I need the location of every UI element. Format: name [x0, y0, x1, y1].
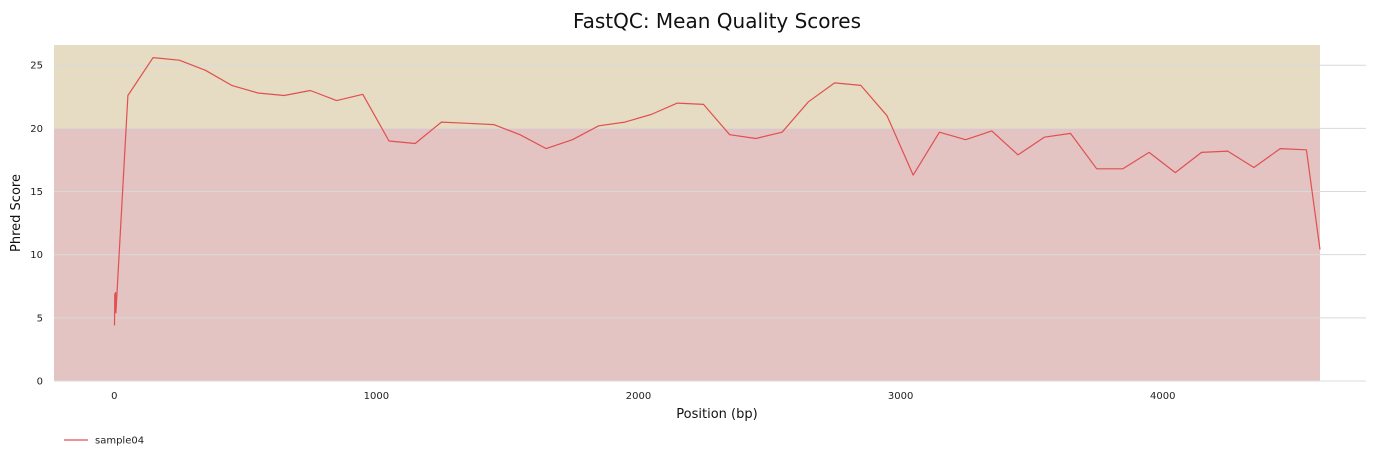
y-axis-label: Phred Score [9, 174, 24, 252]
x-axis-label: Position (bp) [676, 407, 757, 422]
y-tick-label: 15 [30, 187, 43, 198]
x-axis-ticks: 0 1000 2000 3000 4000 [111, 391, 1175, 402]
y-tick-label: 25 [30, 61, 43, 72]
x-tick-label: 2000 [626, 391, 651, 402]
series-line-sample04 [113, 56, 1321, 326]
x-tick-label: 4000 [1150, 391, 1175, 402]
y-tick-label: 10 [30, 250, 43, 261]
y-tick-label: 20 [30, 124, 43, 135]
y-tick-label: 5 [37, 313, 43, 324]
x-tick-label: 3000 [888, 391, 913, 402]
legend-label: sample04 [95, 436, 144, 447]
y-axis-ticks: 0 5 10 15 20 25 [30, 61, 43, 388]
x-tick-label: 1000 [364, 391, 389, 402]
quality-band-1 [54, 45, 1320, 129]
quality-bands [54, 45, 1320, 381]
series-lines [113, 56, 1321, 326]
legend: sample04 [64, 436, 144, 447]
x-tick-label: 0 [111, 391, 117, 402]
gridlines [54, 64, 1366, 382]
chart-title: FastQC: Mean Quality Scores [573, 9, 861, 33]
y-tick-label: 0 [37, 377, 43, 388]
